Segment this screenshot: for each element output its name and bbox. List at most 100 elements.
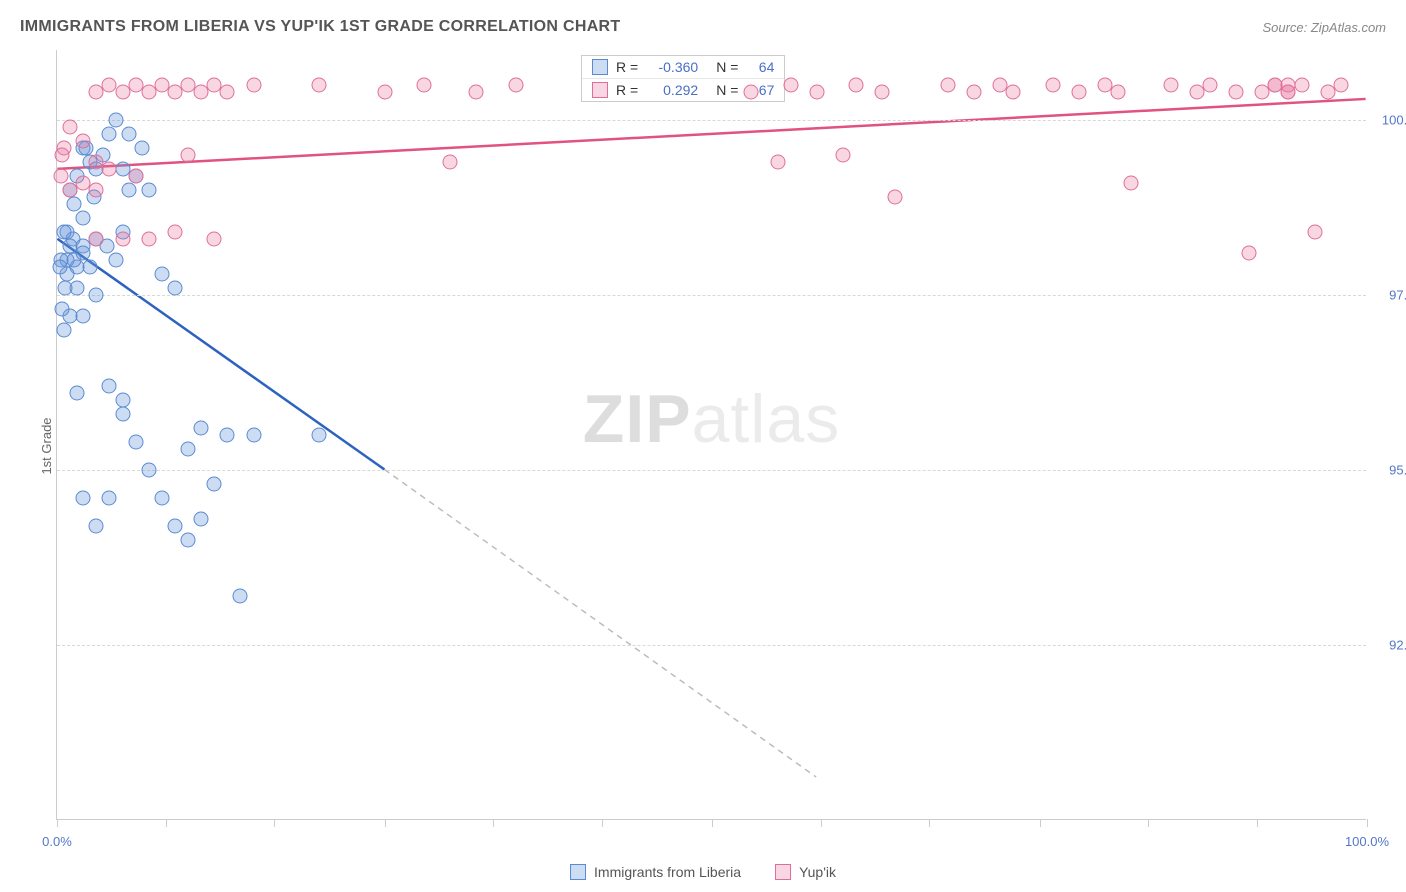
watermark: ZIPatlas: [583, 380, 840, 458]
yupik-marker: [246, 78, 261, 93]
liberia-swatch-icon: [592, 59, 608, 75]
x-tick: [1367, 819, 1368, 827]
liberia-marker: [141, 183, 156, 198]
yupik-trendline: [57, 99, 1365, 169]
yupik-marker: [89, 183, 104, 198]
yupik-marker: [1163, 78, 1178, 93]
liberia-marker: [102, 127, 117, 142]
legend-item-yupik: Yup'ik: [775, 864, 836, 880]
liberia-marker: [108, 253, 123, 268]
yupik-marker: [1268, 78, 1283, 93]
liberia-marker: [167, 281, 182, 296]
chart-title: IMMIGRANTS FROM LIBERIA VS YUP'IK 1ST GR…: [20, 18, 621, 36]
liberia-marker: [154, 267, 169, 282]
liberia-marker: [135, 141, 150, 156]
R-value: -0.360: [646, 59, 698, 75]
liberia-marker: [122, 127, 137, 142]
liberia-marker: [89, 519, 104, 534]
yupik-marker: [416, 78, 431, 93]
liberia-marker: [194, 512, 209, 527]
yupik-marker: [1071, 85, 1086, 100]
yupik-marker: [128, 169, 143, 184]
yupik-marker: [783, 78, 798, 93]
yupik-marker: [76, 134, 91, 149]
x-tick: [385, 819, 386, 827]
N-label: N =: [716, 82, 738, 98]
yupik-marker: [1333, 78, 1348, 93]
yupik-marker: [1229, 85, 1244, 100]
x-tick: [602, 819, 603, 827]
yupik-marker: [940, 78, 955, 93]
yupik-marker: [181, 148, 196, 163]
liberia-marker: [181, 442, 196, 457]
liberia-marker: [115, 407, 130, 422]
yupik-marker: [1111, 85, 1126, 100]
liberia-marker: [57, 281, 72, 296]
yupik-marker: [849, 78, 864, 93]
yupik-marker: [1124, 176, 1139, 191]
x-tick: [1257, 819, 1258, 827]
R-label: R =: [616, 59, 638, 75]
liberia-marker: [56, 323, 71, 338]
gridline: [57, 120, 1366, 121]
watermark-bold: ZIP: [583, 381, 692, 457]
yupik-marker: [836, 148, 851, 163]
yupik-marker: [1202, 78, 1217, 93]
liberia-marker: [181, 533, 196, 548]
y-tick-label: 100.0%: [1371, 113, 1406, 128]
x-tick: [929, 819, 930, 827]
yupik-marker: [1281, 85, 1296, 100]
yupik-marker: [770, 155, 785, 170]
liberia-marker: [194, 421, 209, 436]
legend-label: Immigrants from Liberia: [594, 864, 741, 880]
yupik-marker: [141, 232, 156, 247]
liberia-marker: [76, 491, 91, 506]
yupik-marker: [508, 78, 523, 93]
liberia-marker: [76, 309, 91, 324]
yupik-legend-swatch-icon: [775, 864, 791, 880]
gridline: [57, 645, 1366, 646]
legend-label: Yup'ik: [799, 864, 836, 880]
yupik-marker: [443, 155, 458, 170]
yupik-marker: [1242, 246, 1257, 261]
liberia-marker: [233, 589, 248, 604]
y-tick-label: 92.5%: [1371, 638, 1406, 653]
liberia-marker: [122, 183, 137, 198]
yupik-swatch-icon: [592, 82, 608, 98]
yupik-marker: [55, 148, 70, 163]
x-tick: [1148, 819, 1149, 827]
x-tick: [493, 819, 494, 827]
liberia-marker: [207, 477, 222, 492]
liberia-marker: [167, 519, 182, 534]
yupik-marker: [1006, 85, 1021, 100]
x-tick-label: 0.0%: [42, 834, 72, 849]
correlation-legend-row-liberia: R =-0.360N =64: [582, 56, 784, 78]
header-row: IMMIGRANTS FROM LIBERIA VS YUP'IK 1ST GR…: [20, 18, 1386, 36]
liberia-marker: [52, 260, 67, 275]
liberia-marker: [89, 288, 104, 303]
N-value: 64: [746, 59, 774, 75]
x-tick: [57, 819, 58, 827]
yupik-marker: [1045, 78, 1060, 93]
watermark-rest: atlas: [692, 381, 841, 457]
x-tick: [821, 819, 822, 827]
yupik-marker: [888, 190, 903, 205]
yupik-marker: [967, 85, 982, 100]
liberia-marker: [76, 211, 91, 226]
yupik-marker: [89, 232, 104, 247]
yupik-marker: [744, 85, 759, 100]
yupik-marker: [1307, 225, 1322, 240]
x-tick-label: 100.0%: [1345, 834, 1389, 849]
gridline: [57, 295, 1366, 296]
yupik-marker: [377, 85, 392, 100]
legend-item-liberia: Immigrants from Liberia: [570, 864, 741, 880]
x-tick: [274, 819, 275, 827]
liberia-marker: [246, 428, 261, 443]
liberia-marker: [141, 463, 156, 478]
R-value: 0.292: [646, 82, 698, 98]
x-tick: [1040, 819, 1041, 827]
liberia-marker: [56, 225, 71, 240]
liberia-marker: [76, 246, 91, 261]
liberia-marker: [312, 428, 327, 443]
source-label: Source: ZipAtlas.com: [1262, 20, 1386, 35]
